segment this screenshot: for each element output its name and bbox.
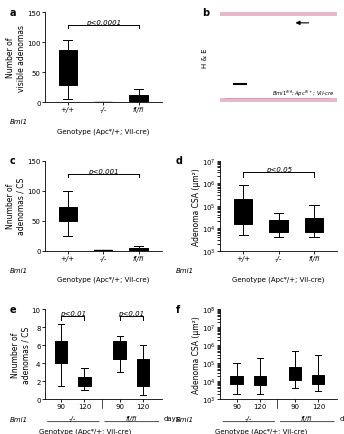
Text: days: days [340, 414, 344, 421]
PathPatch shape [55, 341, 67, 363]
Y-axis label: Number of
visible adenomas: Number of visible adenomas [6, 24, 26, 91]
FancyBboxPatch shape [225, 18, 330, 54]
Text: Bmi1: Bmi1 [176, 416, 194, 422]
Text: c: c [10, 156, 15, 166]
Text: days: days [164, 414, 180, 421]
FancyBboxPatch shape [225, 63, 330, 99]
Text: b: b [203, 8, 210, 18]
Text: Bmi1: Bmi1 [10, 267, 28, 273]
Y-axis label: Nnumber of
adenomas / CS: Nnumber of adenomas / CS [11, 326, 30, 383]
Text: -/-: -/- [69, 414, 76, 421]
Text: p<0.0001: p<0.0001 [86, 20, 121, 26]
Text: H & E: H & E [203, 48, 208, 68]
Text: -/-: -/- [245, 414, 252, 421]
PathPatch shape [129, 248, 148, 251]
Text: $Bmi1^{fl/fl};Apc^{fl/+}$; Vil-cre: $Bmi1^{fl/fl};Apc^{fl/+}$; Vil-cre [272, 89, 335, 99]
Text: Genotype (Apcᵠ/+; Vil-cre): Genotype (Apcᵠ/+; Vil-cre) [57, 128, 149, 135]
PathPatch shape [129, 95, 148, 102]
PathPatch shape [94, 250, 112, 251]
PathPatch shape [230, 376, 243, 384]
PathPatch shape [78, 377, 90, 386]
Text: Bmi1: Bmi1 [10, 416, 28, 422]
PathPatch shape [58, 51, 77, 86]
PathPatch shape [289, 367, 301, 380]
PathPatch shape [269, 221, 288, 232]
PathPatch shape [58, 208, 77, 221]
Y-axis label: Nnumber of
adenomas / CS: Nnumber of adenomas / CS [6, 178, 26, 235]
Text: p<0.05: p<0.05 [266, 167, 292, 173]
Text: e: e [10, 304, 16, 314]
Text: Bmi1: Bmi1 [10, 119, 28, 125]
Text: Bmi1: Bmi1 [176, 267, 194, 273]
Text: p<0.01: p<0.01 [60, 311, 86, 317]
Text: fl/fl: fl/fl [126, 414, 137, 421]
Text: Genotype (Apcᵠ/+; Vil-cre): Genotype (Apcᵠ/+; Vil-cre) [40, 427, 132, 434]
Text: f: f [176, 304, 180, 314]
Text: fl/fl: fl/fl [301, 414, 312, 421]
Y-axis label: Adenoma CSA (μm²): Adenoma CSA (μm²) [192, 168, 201, 245]
Text: Genotype (Apcᵠ/+; Vil-cre): Genotype (Apcᵠ/+; Vil-cre) [57, 276, 149, 283]
PathPatch shape [305, 219, 323, 232]
Text: d: d [176, 156, 183, 166]
Text: p<0.001: p<0.001 [88, 168, 119, 174]
Text: Genotype (Apcᵠ/+; Vil-cre): Genotype (Apcᵠ/+; Vil-cre) [215, 427, 307, 434]
PathPatch shape [137, 359, 149, 386]
Text: Genotype (Apcᵠ/+; Vil-cre): Genotype (Apcᵠ/+; Vil-cre) [233, 276, 325, 283]
PathPatch shape [234, 199, 252, 225]
PathPatch shape [114, 341, 126, 359]
Text: a: a [10, 8, 16, 18]
PathPatch shape [254, 376, 266, 385]
PathPatch shape [312, 375, 324, 384]
Text: p<0.01: p<0.01 [118, 311, 144, 317]
Y-axis label: Adenoma CSA (μm²): Adenoma CSA (μm²) [192, 316, 201, 393]
